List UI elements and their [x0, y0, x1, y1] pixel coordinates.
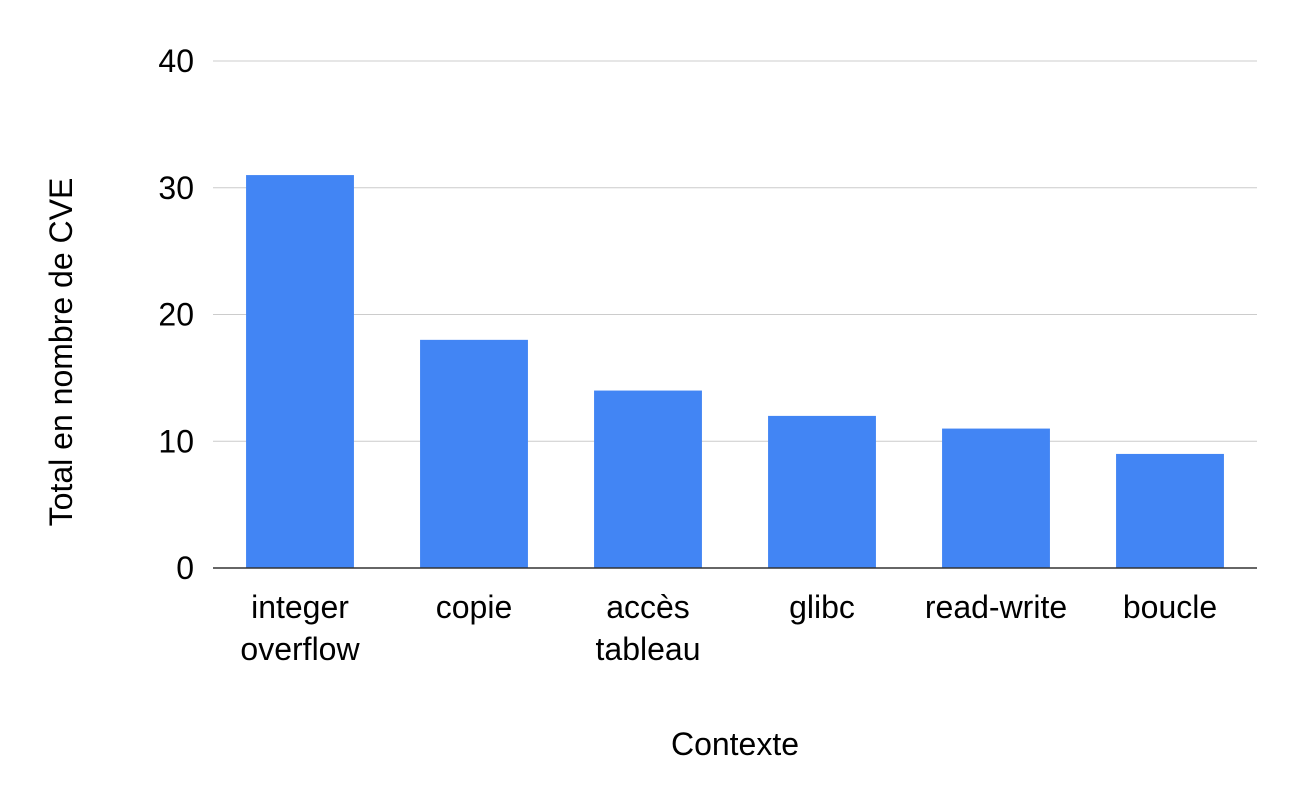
x-axis-title: Contexte	[671, 726, 799, 762]
y-axis-title: Total en nombre de CVE	[43, 178, 79, 527]
bar	[768, 415, 876, 568]
bar	[1116, 453, 1224, 568]
bars	[246, 175, 1224, 568]
grid-lines	[213, 60, 1257, 442]
y-tick-label: 40	[158, 43, 194, 79]
x-category-label: boucle	[1123, 589, 1217, 625]
x-category-label: integer overflow	[240, 589, 360, 667]
y-tick-label: 30	[158, 170, 194, 206]
x-category-label: copie	[436, 589, 513, 625]
x-category-label: read-write	[925, 589, 1067, 625]
y-tick-label: 0	[176, 550, 194, 586]
bar	[942, 428, 1050, 568]
y-tick-label: 10	[158, 423, 194, 459]
y-tick-label: 20	[158, 297, 194, 333]
bar	[246, 175, 354, 568]
y-tick-labels: 0 10 20 30 40	[158, 43, 194, 586]
bar	[594, 390, 702, 568]
x-category-label: glibc	[789, 589, 855, 625]
bar	[420, 339, 528, 568]
x-category-labels: integer overflow copie accès tableau glibc rea…	[240, 589, 1217, 667]
x-category-label: accès tableau	[596, 589, 701, 667]
